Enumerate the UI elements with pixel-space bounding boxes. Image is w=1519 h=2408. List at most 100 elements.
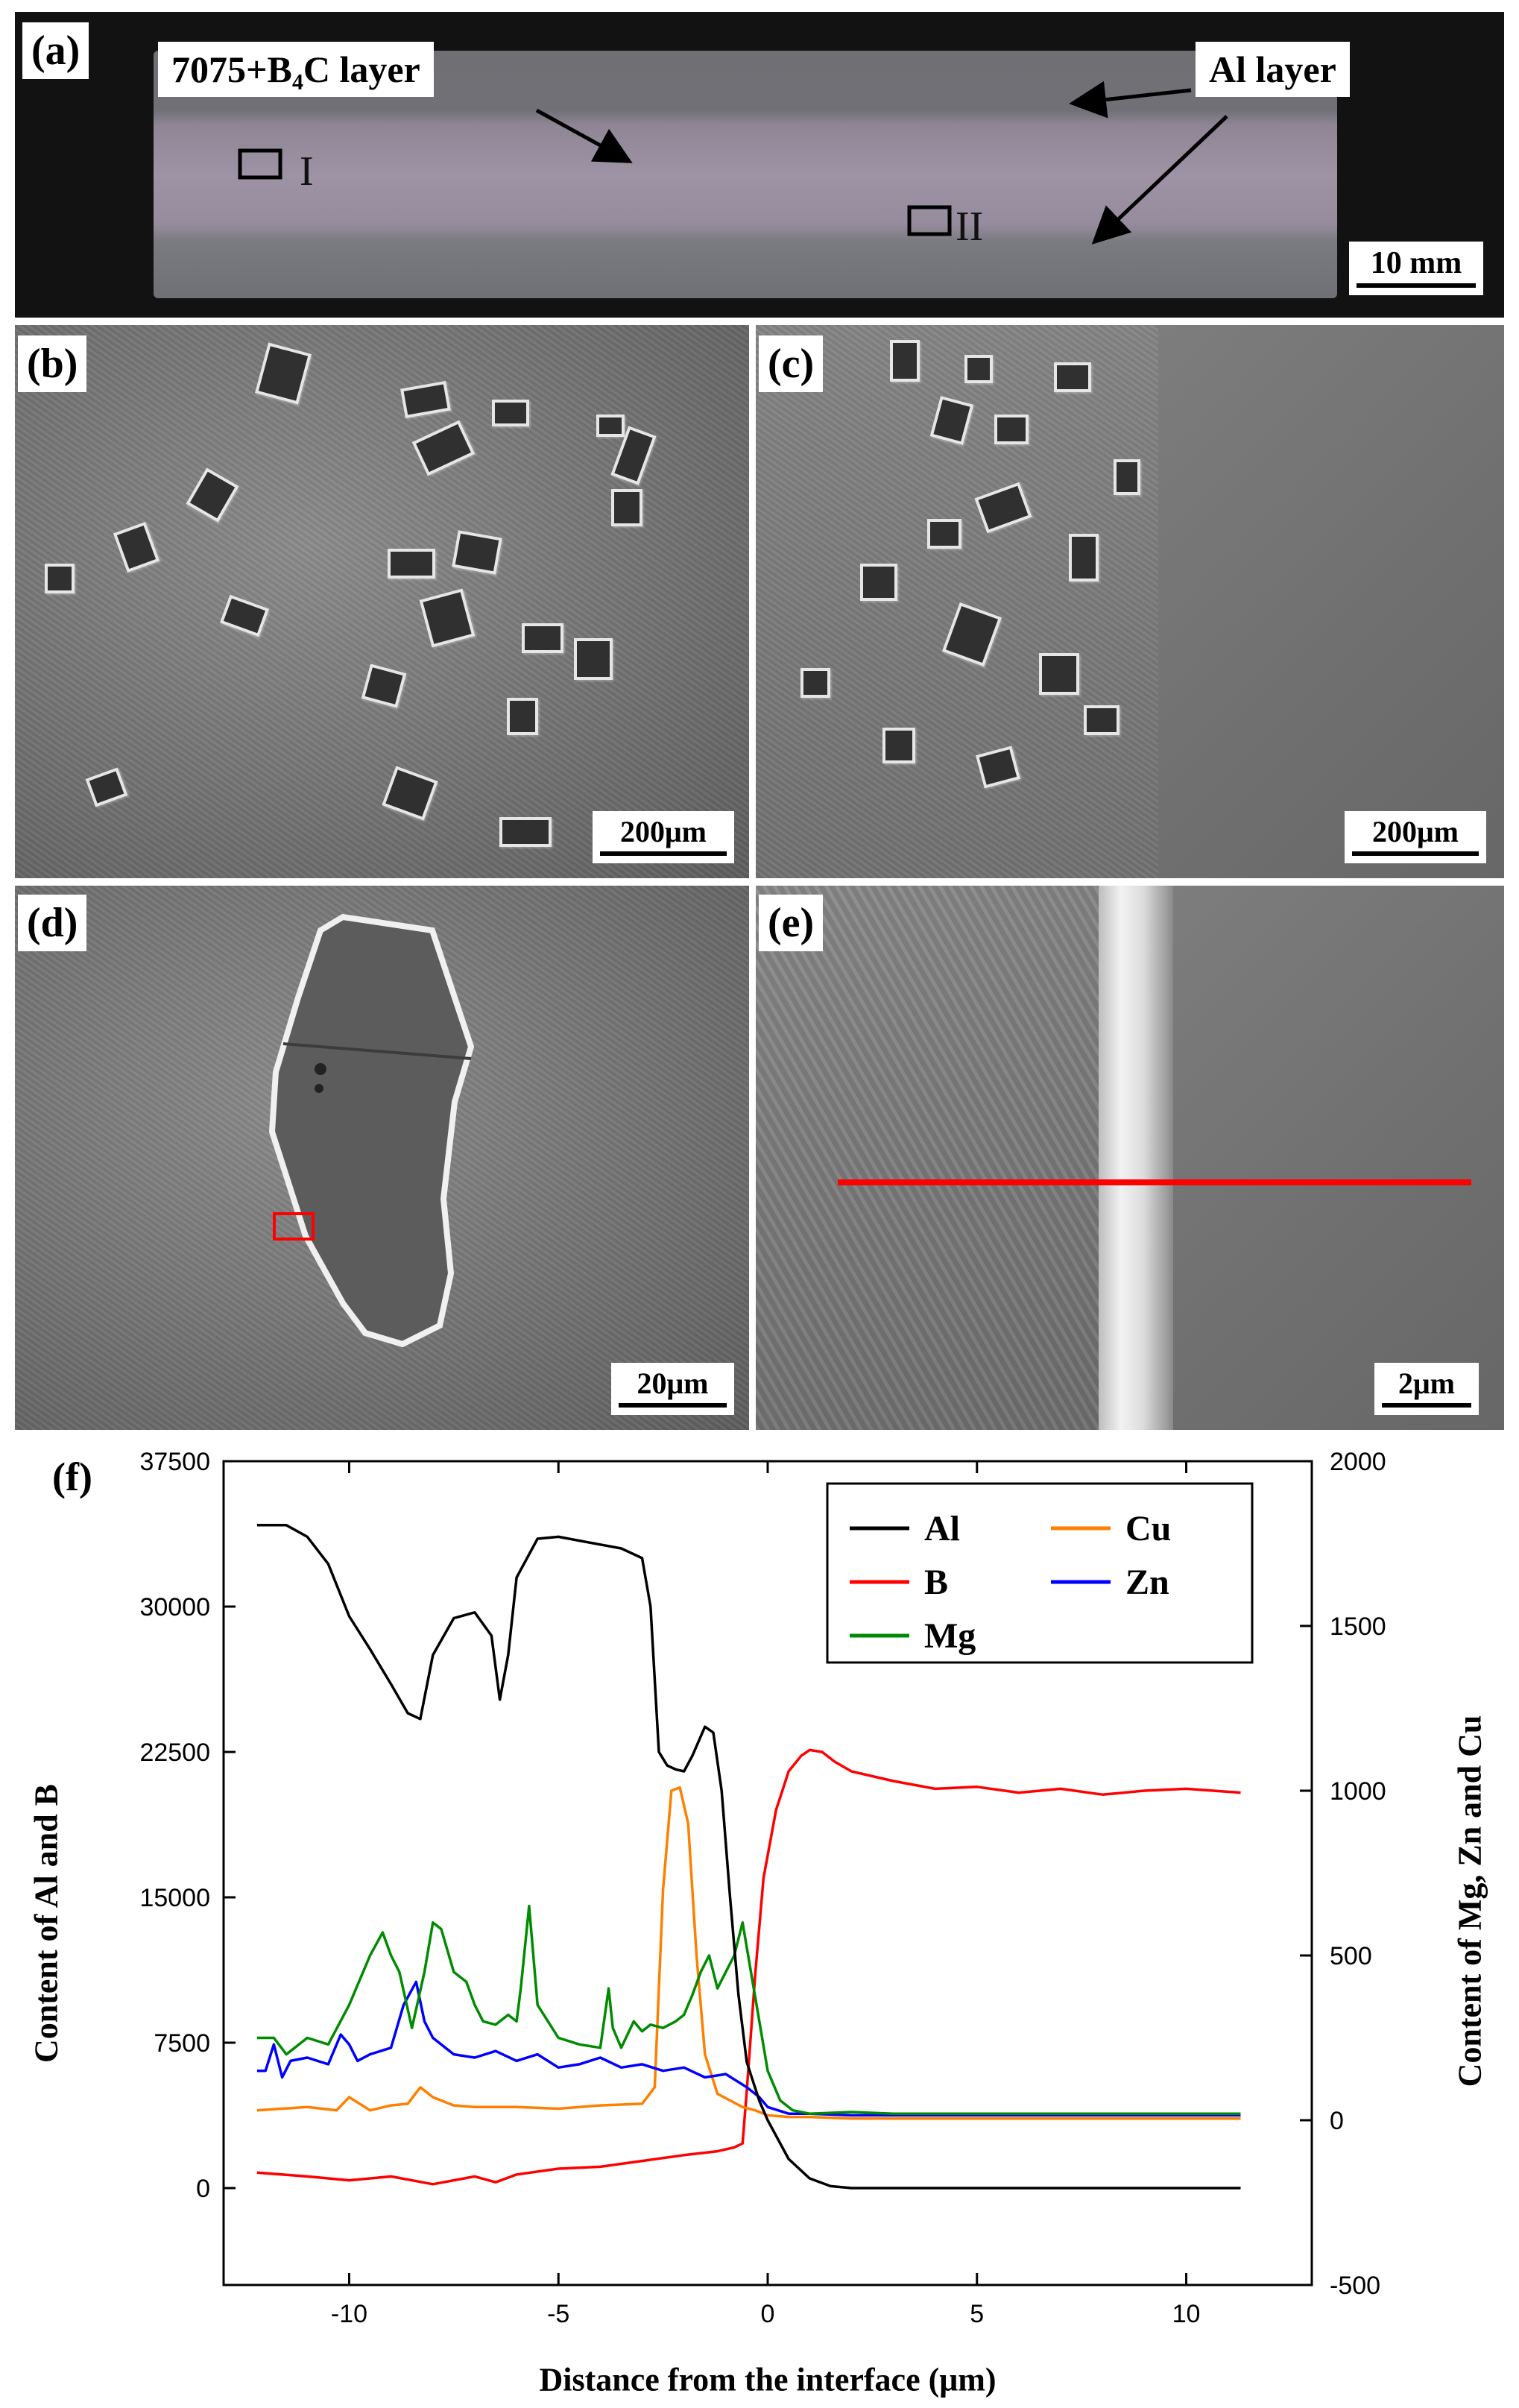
y2-tick-label: 1500 <box>1330 1613 1386 1641</box>
panel-label-e: (e) <box>759 895 824 951</box>
series-line-b <box>256 1748 1241 2186</box>
scalebar-c-bar <box>1352 851 1479 856</box>
y-tick-label: 22500 <box>139 1739 210 1767</box>
y-tick-label: 37500 <box>139 1448 210 1476</box>
scalebar-a-bar <box>1357 283 1476 288</box>
b4c-particle <box>186 467 239 523</box>
panel-label-f: (f) <box>52 1454 92 1499</box>
linescan-path <box>838 1179 1471 1185</box>
b4c-particle <box>927 519 961 549</box>
y-tick-label: 30000 <box>139 1593 210 1621</box>
legend-box <box>826 1482 1254 1664</box>
b4c-particle <box>890 340 920 382</box>
b4c-particle <box>596 415 625 437</box>
b4c-particle <box>1069 534 1099 581</box>
b4c-particle <box>411 420 476 476</box>
y-tick-label: 7500 <box>154 2029 210 2058</box>
b4c-particle <box>113 521 160 573</box>
legend-label-mg: Mg <box>924 1616 976 1656</box>
region-label-1: I <box>300 148 314 195</box>
panel-c-sem-interface: (c) 200μm <box>756 325 1504 878</box>
y2-tick-label: 500 <box>1330 1942 1372 1970</box>
b4c-particle <box>574 638 613 680</box>
interface-bright-band <box>1099 886 1173 1430</box>
region-box-2 <box>907 205 952 236</box>
b4c-particle <box>611 489 642 526</box>
region-label-2: II <box>956 204 984 250</box>
scalebar-e-text: 2μm <box>1398 1367 1455 1400</box>
b4c-particle <box>45 564 75 593</box>
b4c-particle <box>1039 653 1079 695</box>
arrow-to-composite <box>535 108 633 163</box>
scalebar-d-text: 20μm <box>637 1367 709 1400</box>
b4c-particle <box>507 698 538 735</box>
b4c-particle <box>1114 459 1140 495</box>
b4c-particle <box>452 530 502 575</box>
chart-plot: -10 -5 0 5 10 0 7500 15000 22500 30000 37500 -500 0 5… <box>139 1448 1386 2328</box>
y-tick-label: 0 <box>196 2175 210 2203</box>
b4c-particle <box>419 588 476 648</box>
b4c-particle <box>499 817 552 847</box>
callout-al-layer: Al layer <box>1196 42 1350 97</box>
panel-label-c: (c) <box>759 335 824 392</box>
al-region <box>1158 325 1504 878</box>
scalebar-e: 2μm <box>1374 1363 1479 1415</box>
b4c-particle <box>388 549 435 579</box>
b4c-particle <box>860 564 897 601</box>
panel-b-sem-composite: (b) 200μm <box>15 325 749 878</box>
panel-label-d: (d) <box>18 895 87 951</box>
b4c-particle <box>800 668 830 698</box>
y2-tick-label: 0 <box>1330 2107 1344 2135</box>
x-tick-label: 0 <box>761 2300 775 2328</box>
callout-arrows <box>238 81 1228 245</box>
b4c-particle <box>492 400 529 426</box>
series-line-al <box>256 1524 1241 2190</box>
b4c-particle <box>964 355 993 383</box>
x-axis-title: Distance from the interface (μm) <box>539 2361 997 2398</box>
scalebar-b: 200μm <box>593 811 734 863</box>
series-line-zn <box>256 1980 1241 2117</box>
scalebar-c-text: 200μm <box>1372 815 1459 848</box>
panel-f-line-scan-chart: (f) Content of Al and B Content of Mg, Z… <box>0 1439 1519 2408</box>
b4c-particle <box>1054 362 1091 392</box>
y2-tick-label: -500 <box>1330 2272 1380 2300</box>
scalebar-b-bar <box>600 851 727 856</box>
scalebar-c: 200μm <box>1345 811 1486 863</box>
legend-label-cu: Cu <box>1125 1509 1171 1548</box>
scalebar-a-text: 10 mm <box>1370 246 1462 280</box>
scalebar-a: 10 mm <box>1349 242 1483 295</box>
particle-detail-box <box>273 1212 315 1241</box>
callout-composite-layer: 7075+B₄C layer <box>158 42 434 97</box>
b4c-particle <box>882 728 915 763</box>
arrow-to-al-top <box>1069 81 1192 119</box>
legend-label-al: Al <box>924 1509 960 1548</box>
legend-label-zn: Zn <box>1125 1563 1169 1602</box>
particle-outline <box>268 913 475 1348</box>
x-tick-label: -10 <box>331 2300 367 2328</box>
legend-label-b: B <box>924 1563 948 1602</box>
b4c-smooth-region <box>1173 886 1504 1430</box>
b4c-particle <box>254 342 312 405</box>
panel-label-a: (a) <box>22 22 89 79</box>
b4c-particle <box>400 380 452 419</box>
composite-rough-region <box>756 886 1106 1430</box>
panel-e-sem-detail: (e) 2μm <box>756 886 1504 1430</box>
series-line-mg <box>256 1904 1241 2115</box>
b4c-particle <box>219 594 270 637</box>
panel-label-b: (b) <box>18 335 87 392</box>
scalebar-b-text: 200μm <box>620 815 707 848</box>
scalebar-d-bar <box>619 1403 727 1408</box>
panel-d-sem-particle: (d) 20μm <box>15 886 749 1430</box>
b4c-particle <box>1084 705 1119 735</box>
y-tick-label: 15000 <box>139 1884 210 1912</box>
x-tick-label: -5 <box>547 2300 569 2328</box>
b4c-particle <box>361 664 407 708</box>
panel-a-macro-photo: (a) 7075+B₄C layer Al layer I II 10 mm <box>15 12 1504 318</box>
y2-tick-label: 1000 <box>1330 1777 1386 1806</box>
arrow-to-al-bottom <box>1091 115 1228 245</box>
b4c-particle <box>382 766 438 821</box>
series-line-cu <box>256 1785 1241 2120</box>
scalebar-e-bar <box>1382 1403 1471 1408</box>
b4c-particle <box>522 623 563 653</box>
x-tick-label: 5 <box>970 2300 984 2328</box>
